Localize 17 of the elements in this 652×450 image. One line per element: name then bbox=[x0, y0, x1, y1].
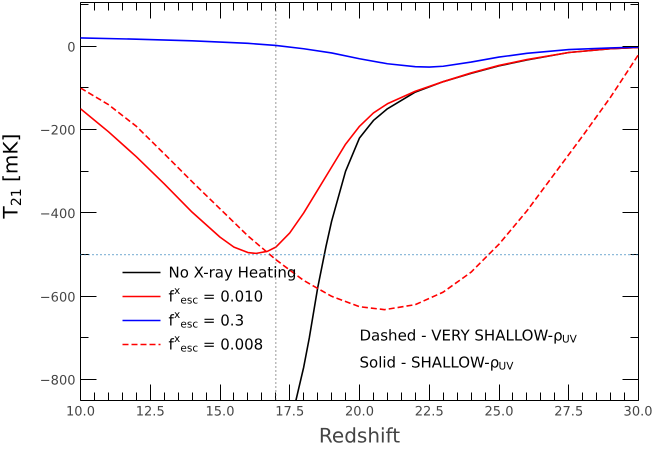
x-tick-label: 30.0 bbox=[624, 404, 652, 420]
x-tick-label: 20.0 bbox=[345, 404, 374, 420]
legend-label: No X-ray Heating bbox=[168, 264, 296, 282]
y-tick-label: −200 bbox=[40, 124, 76, 139]
x-tick-label: 22.5 bbox=[414, 404, 444, 420]
y-axis-title: T21 [mK] bbox=[0, 134, 25, 220]
x-tick-label: 17.5 bbox=[275, 404, 304, 420]
y-tick-label: −800 bbox=[40, 374, 76, 389]
y-tick-label: 0 bbox=[67, 40, 76, 56]
x-tick-label: 25.0 bbox=[484, 404, 514, 420]
y-tick-label: −600 bbox=[40, 290, 76, 306]
y-tick-label: −400 bbox=[40, 206, 76, 222]
x-tick-label: 15.0 bbox=[206, 404, 234, 420]
x-tick-label: 12.5 bbox=[136, 404, 165, 420]
x-tick-label: 10.0 bbox=[66, 404, 95, 420]
x-axis-title: Redshift bbox=[318, 424, 400, 448]
x-tick-label: 27.5 bbox=[554, 404, 584, 420]
